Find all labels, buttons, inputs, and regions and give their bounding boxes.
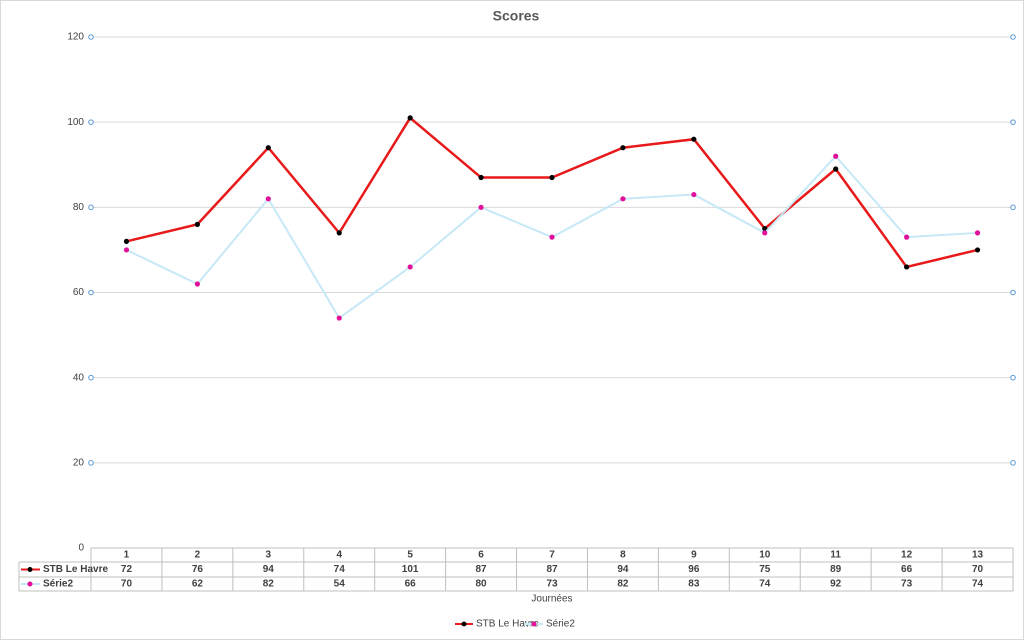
table-value: 66 (901, 564, 913, 575)
y-tick-label: 40 (73, 372, 85, 383)
table-legend-marker (27, 567, 33, 572)
data-point (407, 264, 413, 270)
table-value: 54 (334, 579, 346, 590)
data-point (123, 247, 130, 253)
axis-tick-dot (1010, 204, 1016, 211)
table-value: 82 (617, 579, 629, 590)
data-point (194, 281, 200, 287)
table-value: 92 (830, 579, 842, 590)
data-point (336, 230, 342, 236)
table-value: 70 (972, 564, 984, 575)
data-point (407, 115, 413, 121)
x-tick-label: 7 (549, 550, 555, 561)
legend-label: STB Le Havre (476, 619, 539, 630)
table-value: 73 (546, 579, 558, 590)
table-value: 87 (546, 564, 558, 575)
x-tick-label: 3 (266, 550, 272, 561)
data-point (762, 230, 768, 236)
axis-tick-dot (1010, 374, 1016, 381)
data-point (549, 234, 555, 240)
axis-tick-dot (88, 374, 94, 381)
data-point (691, 136, 697, 142)
data-point (904, 234, 910, 240)
y-tick-label: 20 (73, 457, 85, 468)
table-value: 80 (476, 579, 488, 590)
data-point (974, 247, 981, 253)
axis-tick-dot (88, 460, 94, 466)
legend-marker (461, 621, 467, 627)
data-point (123, 238, 130, 244)
table-value: 83 (688, 579, 700, 590)
x-tick-label: 11 (830, 550, 841, 561)
table-value: 74 (972, 579, 984, 590)
table-value: 74 (334, 564, 346, 575)
x-tick-label: 1 (124, 550, 130, 561)
x-axis-title: Journées (531, 594, 572, 605)
x-tick-label: 13 (972, 550, 984, 561)
y-tick-label: 0 (78, 543, 84, 554)
axis-tick-dot (1010, 34, 1016, 40)
table-value: 94 (263, 564, 275, 575)
data-point (620, 196, 626, 202)
data-point (549, 174, 555, 181)
axis-tick-dot (1010, 289, 1016, 296)
x-tick-label: 4 (336, 550, 342, 561)
legend-marker (531, 621, 537, 627)
table-value: 82 (263, 579, 275, 590)
y-tick-label: 60 (73, 287, 85, 298)
x-tick-label: 10 (759, 550, 771, 561)
axis-tick-dot (88, 204, 94, 211)
axis-tick-dot (1010, 119, 1016, 125)
data-point (904, 264, 910, 270)
chart-title: Scores (493, 8, 540, 24)
table-value: 76 (192, 564, 204, 575)
x-tick-label: 2 (195, 550, 201, 561)
table-value: 73 (901, 579, 913, 590)
table-value: 101 (402, 564, 419, 575)
data-point (833, 153, 839, 159)
x-tick-label: 6 (478, 550, 484, 561)
table-value: 72 (121, 564, 133, 575)
y-tick-label: 80 (73, 202, 85, 213)
data-point (833, 166, 839, 172)
table-value: 75 (759, 564, 771, 575)
table-row-header: STB Le Havre (43, 564, 108, 575)
data-point (691, 191, 697, 198)
data-point (265, 196, 271, 202)
data-point (974, 230, 981, 236)
data-point (478, 174, 484, 181)
y-tick-label: 100 (67, 117, 84, 128)
x-tick-label: 8 (620, 550, 626, 561)
x-tick-label: 12 (901, 550, 913, 561)
table-row-header: Série2 (43, 579, 73, 590)
legend-label: Série2 (546, 619, 575, 630)
data-point (336, 315, 342, 321)
data-point (620, 145, 626, 151)
table-value: 89 (830, 564, 842, 575)
axis-tick-dot (1010, 460, 1016, 466)
data-point (194, 221, 200, 227)
table-value: 66 (405, 579, 417, 590)
x-tick-label: 9 (691, 550, 697, 561)
x-tick-label: 5 (407, 550, 413, 561)
table-value: 70 (121, 579, 133, 590)
table-value: 74 (759, 579, 771, 590)
table-value: 62 (192, 579, 204, 590)
axis-tick-dot (88, 289, 94, 296)
axis-tick-dot (88, 34, 94, 40)
table-value: 94 (617, 564, 629, 575)
data-point (478, 204, 484, 210)
table-value: 96 (688, 564, 700, 575)
data-point (762, 226, 768, 232)
y-tick-label: 120 (67, 32, 84, 43)
data-point (265, 145, 271, 151)
table-value: 87 (476, 564, 488, 575)
table-legend-marker (27, 581, 33, 587)
axis-tick-dot (88, 119, 94, 125)
